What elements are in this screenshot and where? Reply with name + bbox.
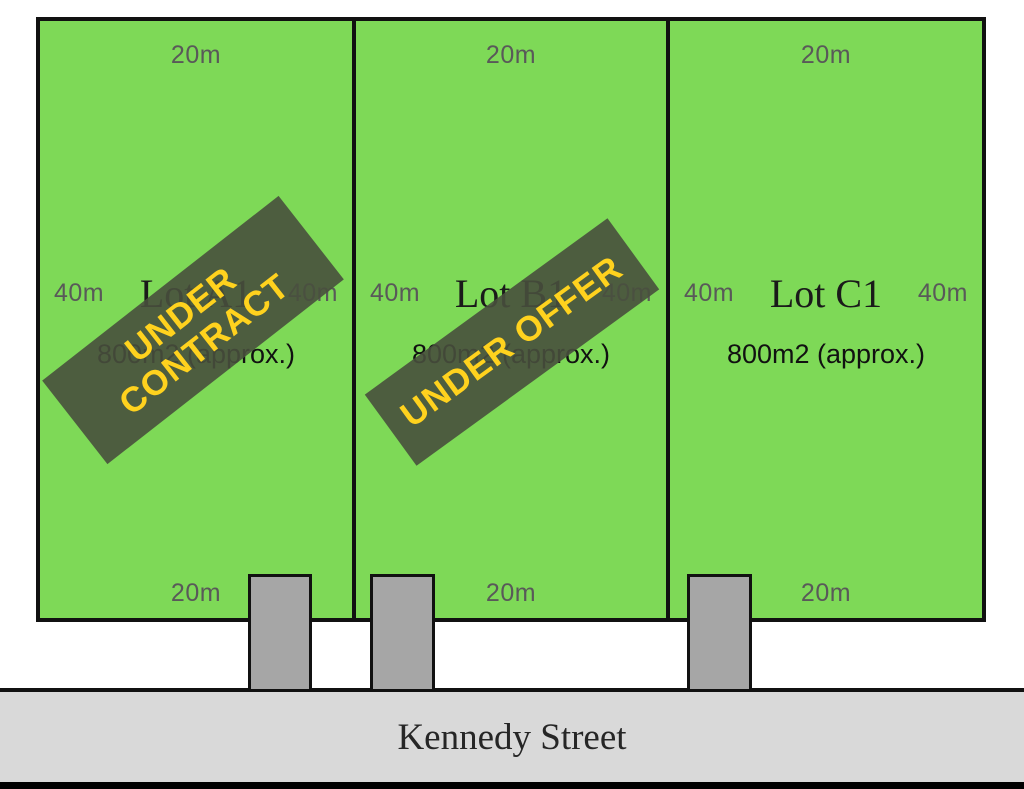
lot-b1-frontage-bottom-label: 20m [485,579,537,607]
lot-c1: 20m 40m Lot C1 40m 800m2 (approx.) 20m [666,17,986,622]
lot-c1-mid-row: 40m Lot C1 40m [670,269,982,317]
street-name-label: Kennedy Street [397,716,627,758]
lot-a1-depth-left-label: 40m [54,278,105,307]
street-band: Kennedy Street [0,688,1024,782]
lot-c1-title: Lot C1 [769,270,883,316]
lot-a1-frontage-bottom-label: 20m [170,579,222,607]
lot-c1-driveway [687,574,752,692]
lot-c1-frontage-top-label: 20m [800,41,852,69]
lot-c1-depth-right-label: 40m [917,278,968,307]
lot-c1-area-label: 800m2 (approx.) [726,339,926,369]
lot-b1-depth-left-label: 40m [370,278,421,307]
lot-a1-frontage-top-label: 20m [170,41,222,69]
lot-c1-frontage-bottom-label: 20m [800,579,852,607]
bottom-border-bar [0,782,1024,789]
lot-a1-driveway [248,574,312,692]
lot-b1-driveway [370,574,435,692]
lot-b1-frontage-top-label: 20m [485,41,537,69]
lot-c1-depth-left-label: 40m [684,278,735,307]
